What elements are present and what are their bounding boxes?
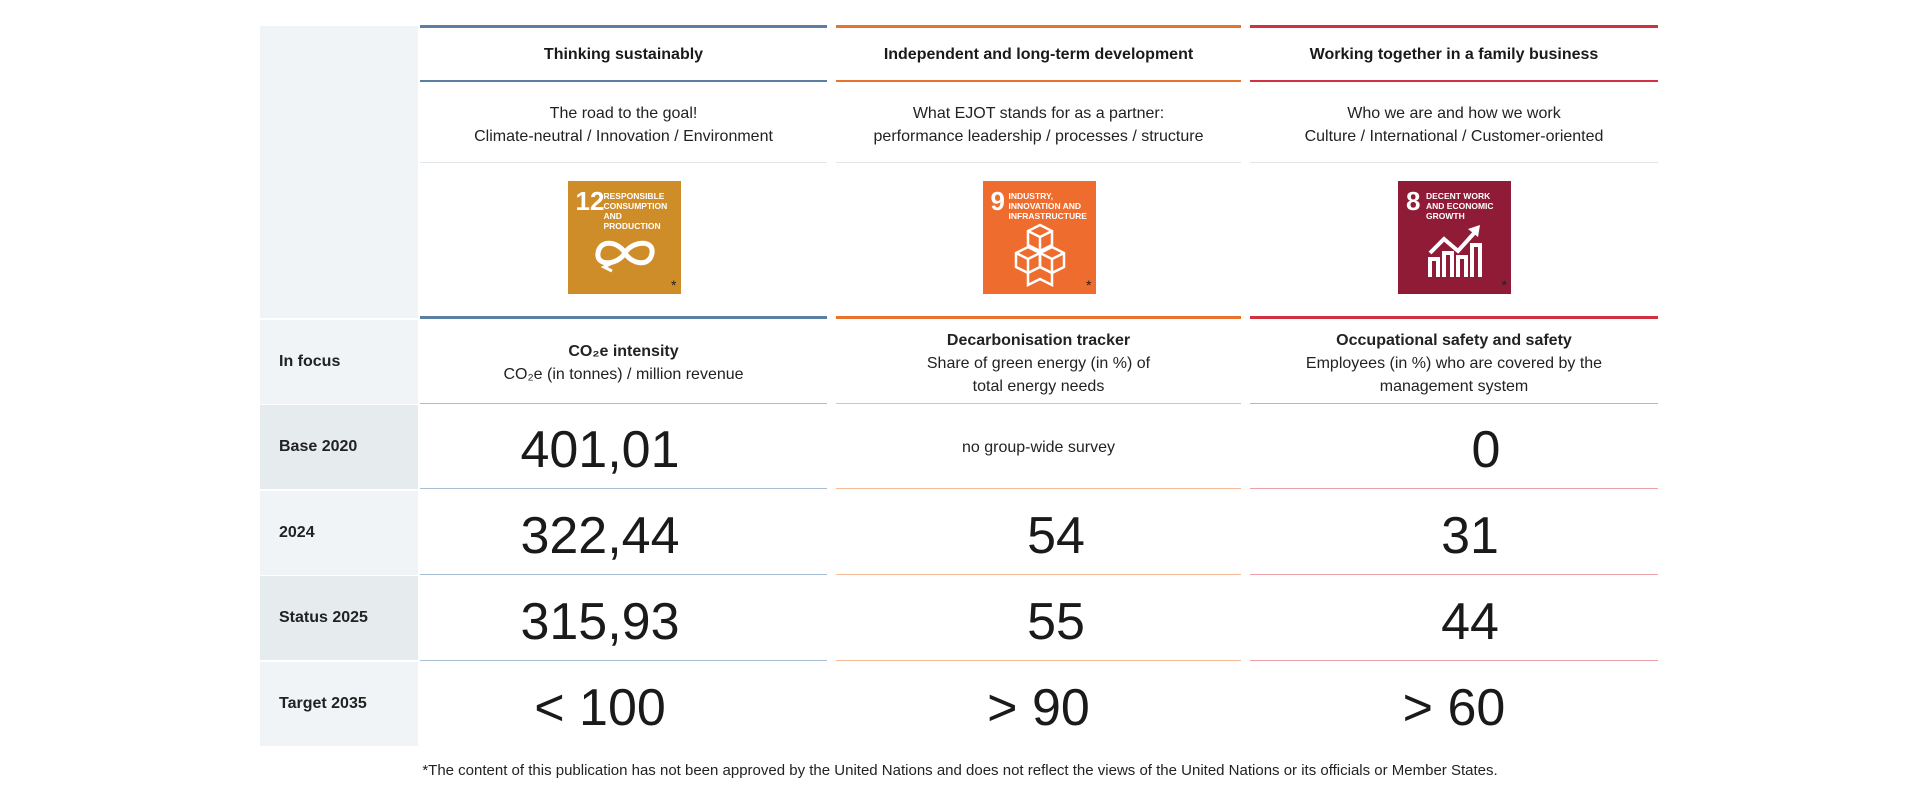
column-subtitle: Who we are and how we work Culture / Int… — [1250, 102, 1658, 148]
row-divider — [836, 488, 1241, 489]
focus-top-rule — [1250, 316, 1658, 319]
subtitle-line-2: Culture / International / Customer-orien… — [1304, 128, 1604, 145]
column-title: Independent and long-term development — [883, 46, 1194, 63]
focus-top-rule — [836, 316, 1241, 319]
growth-chart-icon — [1428, 225, 1482, 277]
label-column-header — [260, 26, 418, 318]
in-focus-cell: CO₂e intensity CO₂e (in tonnes) / millio… — [420, 340, 827, 386]
in-focus-cell: Occupational safety and safety Employees… — [1250, 329, 1658, 398]
subtitle-line-1: Who we are and how we work — [1347, 105, 1561, 122]
value-status-2025: 55 — [1027, 593, 1085, 651]
subtitle-line-2: performance leadership / processes / str… — [873, 128, 1204, 145]
column-subtitle: What EJOT stands for as a partner: perfo… — [836, 102, 1241, 148]
column-title: Thinking sustainably — [543, 46, 704, 63]
sdg-number: 8 — [1406, 186, 1421, 216]
value-status-2025: 44 — [1441, 593, 1499, 651]
footnote: *The content of this publication has not… — [422, 762, 1498, 779]
row-divider — [1250, 660, 1658, 661]
sdg-8-badge: 8 DECENT WORK AND ECONOMIC GROWTH * — [1398, 181, 1511, 294]
subtitle-line-1: What EJOT stands for as a partner: — [912, 105, 1165, 122]
value-base-2020: no group-wide survey — [962, 439, 1115, 456]
row-divider — [420, 488, 827, 489]
sdg-12-badge: 12 RESPONSIBLE CONSUMPTION AND PRODUCTIO… — [567, 181, 681, 294]
value-target-2035: > 90 — [987, 679, 1090, 737]
focus-title: Decarbonisation tracker — [946, 332, 1131, 349]
value-2024: 54 — [1027, 507, 1085, 565]
row-divider — [420, 574, 827, 575]
row-divider — [420, 660, 827, 661]
value-target-2035: > 60 — [1402, 679, 1506, 737]
sdg-label: INDUSTRY, INNOVATION AND INFRASTRUCTURE — [1008, 191, 1087, 221]
focus-description-1: Employees (in %) who are covered by the — [1305, 355, 1603, 372]
value-base-2020: 0 — [1471, 421, 1501, 479]
focus-description-2: total energy needs — [972, 378, 1105, 395]
row-divider — [1250, 574, 1658, 575]
cubes-icon — [1014, 223, 1065, 287]
column-title: Working together in a family business — [1309, 46, 1599, 63]
column-top-rule — [1250, 25, 1658, 28]
column-title-rule — [1250, 80, 1658, 82]
focus-title: Occupational safety and safety — [1336, 332, 1572, 349]
divider — [1250, 162, 1658, 163]
column-title-rule — [836, 80, 1241, 82]
focus-description-2: management system — [1379, 378, 1529, 395]
sdg-asterisk: * — [671, 277, 677, 293]
row-divider — [836, 403, 1241, 404]
sdg-9-badge: 9 INDUSTRY, INNOVATION AND INFRASTRUCTUR… — [982, 181, 1096, 294]
divider — [836, 162, 1241, 163]
row-label-base-2020: Base 2020 — [260, 405, 418, 489]
column-family-business: Working together in a family business Wh… — [1250, 0, 1658, 800]
column-thinking-sustainably: Thinking sustainably The road to the goa… — [420, 0, 827, 800]
subtitle-line-1: The road to the goal! — [549, 105, 698, 122]
row-label-2024: 2024 — [260, 491, 418, 575]
subtitle-line-2: Climate-neutral / Innovation / Environme… — [474, 128, 773, 145]
sdg-label: RESPONSIBLE CONSUMPTION AND PRODUCTION — [603, 191, 668, 231]
in-focus-cell: Decarbonisation tracker Share of green e… — [836, 329, 1241, 398]
row-divider — [836, 660, 1241, 661]
value-2024: 31 — [1441, 507, 1499, 565]
column-subtitle: The road to the goal! Climate-neutral / … — [420, 102, 827, 148]
value-target-2035: < 100 — [534, 679, 666, 737]
sdg-number: 12 — [575, 186, 605, 216]
sdg-label: DECENT WORK AND ECONOMIC GROWTH — [1426, 191, 1494, 221]
column-title-rule — [420, 80, 827, 82]
value-status-2025: 315,93 — [520, 593, 680, 651]
row-label-in-focus: In focus — [260, 320, 418, 404]
focus-description-1: Share of green energy (in %) of — [926, 355, 1151, 372]
row-divider — [1250, 488, 1658, 489]
row-divider — [420, 403, 827, 404]
row-divider — [836, 574, 1241, 575]
value-2024: 322,44 — [520, 507, 680, 565]
focus-description-1: CO₂e (in tonnes) / million revenue — [503, 366, 744, 383]
sdg-asterisk: * — [1501, 277, 1507, 293]
sdg-asterisk: * — [1086, 277, 1092, 293]
row-label-target-2035: Target 2035 — [260, 662, 418, 746]
column-independent-development: Independent and long-term development Wh… — [836, 0, 1241, 800]
infinity-icon — [594, 240, 655, 273]
column-top-rule — [420, 25, 827, 28]
divider — [420, 162, 827, 163]
sdg-number: 9 — [990, 186, 1005, 216]
focus-top-rule — [420, 316, 827, 319]
row-label-status-2025: Status 2025 — [260, 576, 418, 660]
focus-title: CO₂e intensity — [568, 343, 679, 360]
row-divider — [1250, 403, 1658, 404]
column-top-rule — [836, 25, 1241, 28]
value-base-2020: 401,01 — [520, 421, 680, 479]
